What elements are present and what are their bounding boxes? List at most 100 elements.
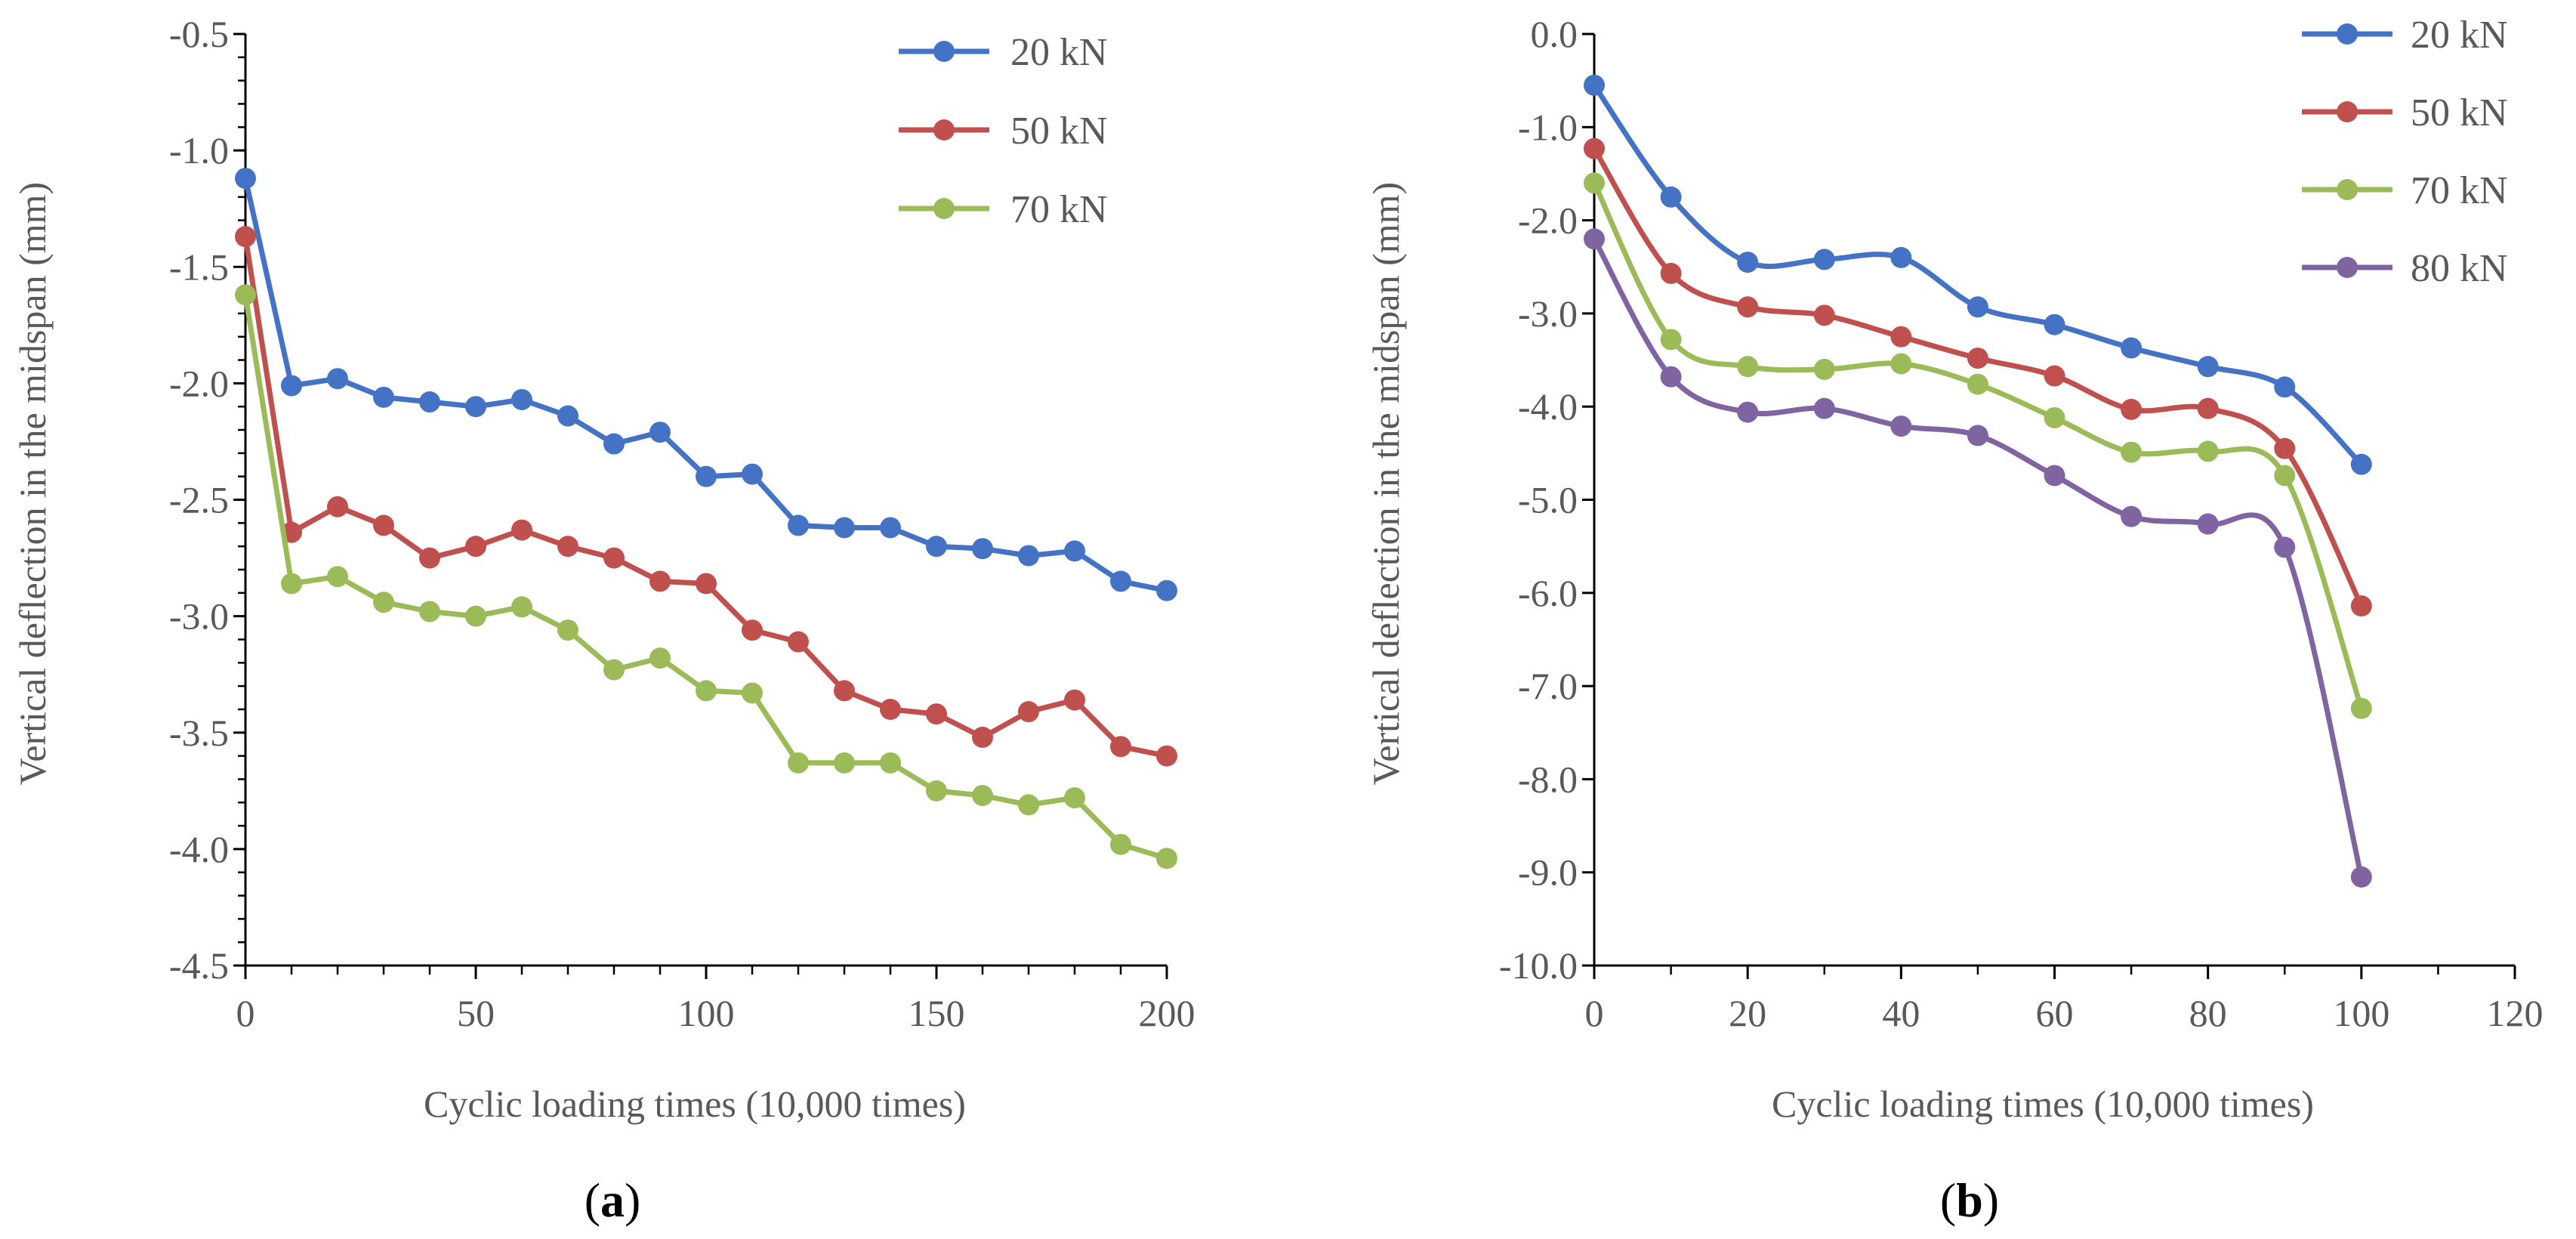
data-point-a-2 [235, 284, 256, 306]
data-point-b-1 [1737, 296, 1759, 318]
plot-area-a: 0 50 100 150 200 -0.5 -1.0 -1.5 -2.0 -2.5 -3.0 -3.5… [169, 13, 1195, 1034]
data-point-a-0 [649, 422, 671, 443]
legend-entry-b-2: 70 kN [2302, 169, 2508, 212]
data-point-a-0 [373, 386, 394, 408]
data-point-b-1 [1890, 326, 1912, 348]
legend-entry-b-3: 80 kN [2302, 247, 2508, 290]
chart-panel-a: 0 50 100 150 200 -0.5 -1.0 -1.5 -2.0 -2.5 -3.0 -3.5… [11, 13, 1195, 1227]
data-point-a-1 [327, 496, 348, 518]
data-point-b-1 [2197, 397, 2219, 419]
data-point-b-2 [2121, 441, 2143, 463]
data-point-b-2 [1737, 356, 1759, 378]
panel-label-a-close: ) [625, 1173, 640, 1227]
data-point-a-0 [972, 538, 993, 560]
plot-area-b: 0 20 40 60 80 100 120 0.0 -1.0 -2.0 -3.0 -4.0 -5.0 -6… [1499, 13, 2544, 1034]
data-point-a-2 [972, 784, 993, 806]
chart-panel-b: 0 20 40 60 80 100 120 0.0 -1.0 -2.0 -3.0 -4.0 -5.0 -6… [1365, 13, 2544, 1227]
data-point-b-2 [1890, 353, 1912, 375]
y-tick-label-b: -9.0 [1518, 851, 1578, 894]
data-point-a-0 [327, 368, 348, 390]
data-point-b-1 [2121, 398, 2143, 420]
data-point-b-1 [1967, 348, 1988, 369]
data-point-a-0 [1110, 570, 1131, 592]
data-point-b-0 [2350, 453, 2372, 475]
x-tick-label-a: 150 [909, 992, 965, 1034]
data-point-b-3 [2121, 505, 2143, 527]
y-tick-label-a: -1.5 [169, 246, 229, 288]
legend-label-a-1: 50 kN [1010, 110, 1108, 153]
data-point-a-1 [1018, 701, 1039, 723]
data-point-b-0 [1813, 249, 1835, 270]
panel-label-a-open: ( [585, 1173, 600, 1227]
data-point-b-1 [1660, 262, 1682, 284]
data-point-a-1 [373, 514, 394, 536]
y-tick-label-a: -3.0 [169, 595, 229, 638]
data-point-b-3 [1737, 401, 1759, 423]
x-tick-label-b: 120 [2487, 992, 2544, 1034]
data-point-b-3 [2197, 513, 2219, 535]
data-point-a-0 [1064, 540, 1085, 562]
legend-entry-a-2: 70 kN [899, 188, 1108, 231]
data-point-a-0 [926, 536, 947, 558]
data-point-a-0 [235, 168, 256, 190]
data-point-a-0 [788, 514, 809, 536]
legend-entry-a-0: 20 kN [899, 31, 1108, 74]
data-point-a-1 [926, 703, 947, 725]
y-tick-label-a: -1.0 [169, 129, 229, 171]
x-axis-label-a: Cyclic loading times (10,000 times) [424, 1083, 966, 1125]
data-point-a-2 [1018, 794, 1039, 816]
y-tick-label-b: -8.0 [1518, 758, 1578, 800]
data-point-b-3 [2350, 866, 2372, 888]
data-point-b-2 [1813, 358, 1835, 380]
legend-marker-b-1 [2337, 101, 2358, 122]
y-tick-label-a: -0.5 [169, 13, 229, 55]
data-point-a-1 [1110, 736, 1131, 758]
data-point-a-2 [281, 573, 302, 595]
legend-marker-b-2 [2337, 179, 2358, 200]
data-point-b-3 [2274, 536, 2296, 558]
data-point-b-2 [1584, 172, 1605, 194]
data-point-b-0 [2197, 356, 2219, 378]
data-point-a-0 [1018, 545, 1039, 567]
legend-label-a-0: 20 kN [1010, 31, 1108, 74]
data-point-a-2 [1156, 848, 1177, 870]
data-point-a-2 [419, 601, 440, 623]
panel-label-a: (a) [585, 1173, 641, 1227]
series-line-b-3 [1591, 236, 2365, 880]
data-point-a-0 [696, 465, 717, 487]
y-axis-label-b: Vertical deflection in the midspan (mm) [1365, 182, 1407, 785]
legend-marker-b-0 [2337, 23, 2358, 45]
panel-label-b: (b) [1940, 1173, 1999, 1227]
data-point-a-1 [1156, 745, 1177, 767]
y-axis-label-a: Vertical deflection in the midspan (mm) [11, 182, 54, 785]
y-tick-label-b: -3.0 [1518, 292, 1578, 335]
data-point-b-0 [1967, 296, 1988, 318]
data-point-a-2 [1064, 787, 1085, 809]
data-point-b-0 [2121, 337, 2143, 359]
data-point-a-0 [465, 396, 486, 418]
y-tick-label-b: -6.0 [1518, 572, 1578, 614]
data-point-b-1 [2350, 595, 2372, 617]
data-point-b-3 [2044, 465, 2065, 487]
legend-label-b-3: 80 kN [2411, 247, 2508, 290]
x-tick-label-a: 50 [457, 992, 495, 1034]
data-point-a-1 [557, 536, 578, 558]
y-tick-label-b: 0.0 [1531, 13, 1578, 55]
x-tick-label-b: 20 [1729, 992, 1766, 1034]
x-tick-label-b: 40 [1882, 992, 1920, 1034]
panel-label-b-close: ) [1983, 1173, 1999, 1227]
data-point-a-0 [880, 517, 901, 539]
x-tick-label-b: 60 [2036, 992, 2074, 1034]
data-point-a-1 [834, 680, 855, 702]
data-point-b-2 [2197, 440, 2219, 462]
legend-marker-a-0 [933, 41, 955, 62]
data-point-a-2 [649, 647, 671, 669]
data-point-b-0 [2044, 314, 2065, 335]
data-point-b-1 [2274, 437, 2296, 459]
y-tick-label-b: -1.0 [1518, 106, 1578, 148]
data-point-a-1 [465, 536, 486, 558]
y-tick-label-a: -4.0 [169, 828, 229, 870]
data-point-b-3 [1967, 425, 1988, 446]
data-point-b-2 [2274, 465, 2296, 487]
y-tick-label-a: -3.5 [169, 712, 229, 754]
